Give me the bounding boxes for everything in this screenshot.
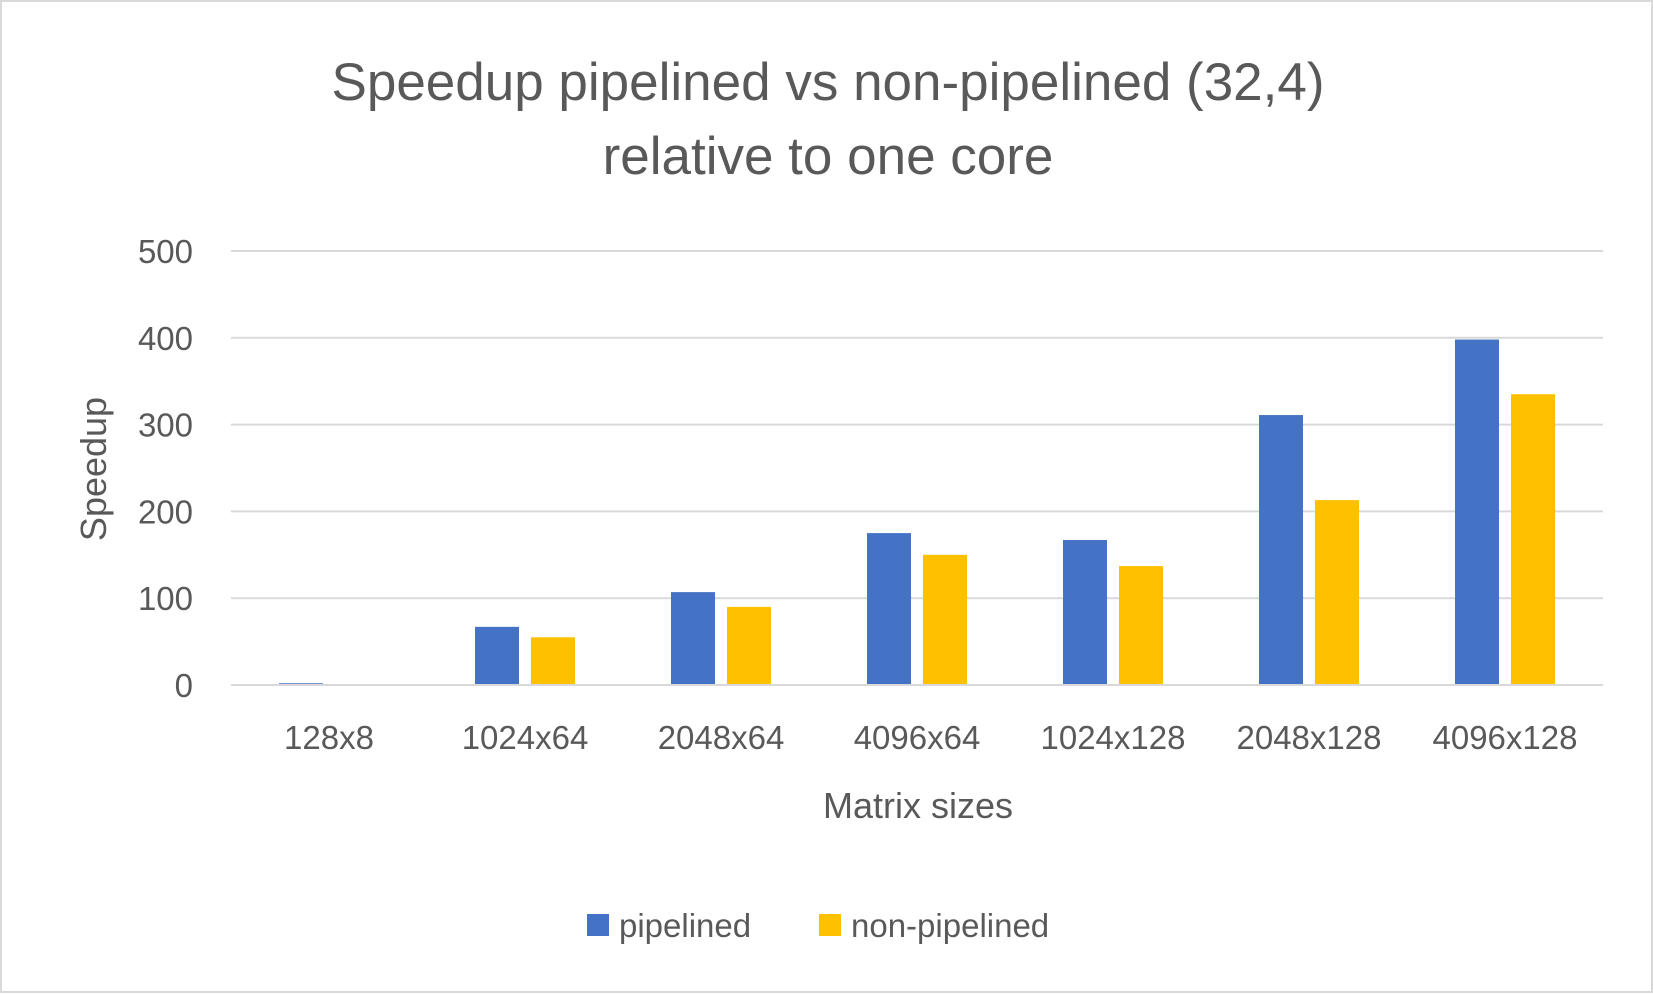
y-tick-label: 300: [138, 407, 193, 444]
legend-swatch-non-pipelined: [819, 914, 841, 936]
y-tick-label: 0: [175, 667, 193, 704]
y-axis-title: Speedup: [73, 397, 114, 541]
y-tick-label: 500: [138, 233, 193, 270]
x-tick-label: 4096x64: [854, 719, 981, 756]
x-tick-label: 2048x64: [658, 719, 785, 756]
legend-label-non-pipelined: non-pipelined: [851, 907, 1049, 944]
gridlines: [231, 250, 1603, 600]
bar-pipelined-4096x64: [867, 533, 911, 685]
bars: [279, 339, 1555, 685]
legend: pipelined non-pipelined: [587, 907, 1049, 944]
bar-pipelined-4096x128: [1455, 339, 1499, 685]
bar-pipelined-2048x128: [1259, 415, 1303, 685]
y-tick-label: 400: [138, 320, 193, 357]
y-axis-tick-labels: 0 100 200 300 400 500: [138, 233, 193, 704]
bar-pipelined-1024x128: [1063, 540, 1107, 685]
bar-non-pipelined-2048x128: [1315, 500, 1359, 685]
bar-pipelined-2048x64: [671, 592, 715, 685]
x-tick-label: 1024x128: [1041, 719, 1186, 756]
x-tick-label: 4096x128: [1433, 719, 1578, 756]
x-tick-label: 1024x64: [462, 719, 589, 756]
y-tick-label: 200: [138, 493, 193, 530]
x-axis-title: Matrix sizes: [823, 785, 1013, 826]
bar-non-pipelined-2048x64: [727, 606, 771, 685]
bar-non-pipelined-1024x128: [1119, 566, 1163, 685]
bar-non-pipelined-1024x64: [531, 637, 575, 685]
bar-non-pipelined-4096x64: [923, 554, 967, 685]
bar-non-pipelined-4096x128: [1511, 394, 1555, 685]
x-tick-label: 2048x128: [1237, 719, 1382, 756]
legend-label-pipelined: pipelined: [619, 907, 751, 944]
chart-title-line-1: Speedup pipelined vs non-pipelined (32,4…: [332, 53, 1325, 112]
x-axis-tick-labels: 128x8 1024x64 2048x64 4096x64 1024x128 2048x1…: [284, 719, 1577, 756]
chart-title-line-2: relative to one core: [603, 127, 1054, 186]
legend-swatch-pipelined: [587, 914, 609, 936]
y-tick-label: 100: [138, 580, 193, 617]
bar-pipelined-1024x64: [475, 626, 519, 685]
chart-title: Speedup pipelined vs non-pipelined (32,4…: [332, 53, 1325, 186]
x-tick-label: 128x8: [284, 719, 374, 756]
